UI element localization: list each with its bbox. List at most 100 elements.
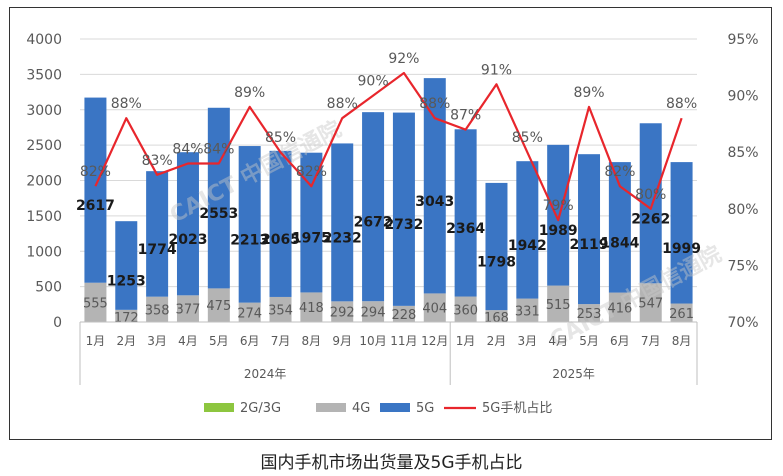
data-label-share: 83% <box>142 153 173 169</box>
y-right-tick-label: 70% <box>727 315 758 331</box>
data-label-share: 85% <box>265 130 296 146</box>
data-label-4g: 168 <box>484 311 509 326</box>
bar-4g <box>331 301 354 322</box>
y-left-tick-label: 1000 <box>26 244 62 260</box>
bar-4g <box>578 304 601 322</box>
legend-5g-share-label: 5G手机占比 <box>482 401 552 416</box>
x-tick-label: 12月 <box>421 334 448 348</box>
bar-5g <box>331 143 354 302</box>
data-label-5g: 1942 <box>508 238 547 254</box>
x-tick-label: 4月 <box>548 334 568 348</box>
x-tick-label: 5月 <box>209 334 229 348</box>
data-label-4g: 261 <box>669 307 694 322</box>
data-label-share: 80% <box>635 187 666 203</box>
data-label-4g: 377 <box>176 303 201 318</box>
y-left-tick-label: 3000 <box>26 103 62 119</box>
legend-2g3g-label: 2G/3G <box>240 401 281 416</box>
x-tick-label: 7月 <box>641 334 661 348</box>
data-label-4g: 228 <box>392 308 417 323</box>
data-label-5g: 1774 <box>138 242 177 258</box>
legend-4g-label: 4G <box>352 401 370 416</box>
bar-4g <box>115 309 138 322</box>
x-tick-label: 3月 <box>518 334 538 348</box>
year-label: 2024年 <box>244 367 287 381</box>
bar-4g <box>146 296 169 322</box>
y-right-tick-label: 85% <box>727 145 758 161</box>
data-label-5g: 2213 <box>230 232 269 248</box>
bar-4g <box>516 298 539 322</box>
data-label-share: 92% <box>388 51 419 67</box>
bar-5g <box>423 78 446 294</box>
data-label-share: 90% <box>358 74 389 90</box>
data-label-4g: 331 <box>515 304 540 319</box>
bar-4g <box>238 302 261 322</box>
data-label-share: 88% <box>327 96 358 112</box>
data-label-4g: 475 <box>206 299 231 314</box>
x-tick-label: 1月 <box>86 334 106 348</box>
data-label-5g: 2364 <box>446 221 485 237</box>
bar-5g <box>84 97 107 283</box>
watermark: CAICT 中国信通院 <box>546 241 726 353</box>
y-right-tick-label: 75% <box>727 258 758 274</box>
y-left-tick-label: 3500 <box>26 67 62 83</box>
bar-4g <box>84 282 107 322</box>
data-label-5g: 1999 <box>662 241 701 257</box>
bar-4g <box>639 283 662 322</box>
bar-5g <box>176 152 199 296</box>
data-label-4g: 253 <box>577 307 602 322</box>
data-label-5g: 2232 <box>323 230 362 246</box>
data-label-4g: 547 <box>638 297 663 312</box>
data-label-4g: 354 <box>268 303 293 318</box>
bar-4g <box>454 296 477 322</box>
y-left-tick-label: 2500 <box>26 138 62 154</box>
y-left-tick-label: 1500 <box>26 209 62 225</box>
x-tick-label: 3月 <box>147 334 167 348</box>
data-label-5g: 1253 <box>107 274 146 290</box>
data-label-share: 82% <box>296 164 327 180</box>
bar-5g <box>392 112 415 306</box>
bar-5g <box>269 150 292 297</box>
bar-5g <box>300 152 323 293</box>
bar-4g <box>392 305 415 322</box>
data-label-share: 79% <box>543 198 574 214</box>
data-label-5g: 2023 <box>168 232 207 248</box>
legend-5g-swatch <box>380 403 410 412</box>
bar-5g <box>608 162 631 293</box>
y-left-tick-label: 2000 <box>26 174 62 190</box>
bar-4g <box>670 303 693 322</box>
legend-5g-label: 5G <box>416 401 434 416</box>
x-tick-label: 1月 <box>456 334 476 348</box>
x-tick-label: 10月 <box>359 334 386 348</box>
year-label: 2025年 <box>552 367 595 381</box>
legend-2g3g-swatch <box>204 403 234 412</box>
data-label-share: 89% <box>234 85 265 101</box>
x-tick-label: 6月 <box>610 334 630 348</box>
data-label-5g: 2617 <box>76 198 115 214</box>
data-label-4g: 418 <box>299 301 324 316</box>
series-line-5g-share <box>94 71 683 222</box>
data-label-4g: 172 <box>114 311 139 326</box>
bar-5g <box>578 154 601 305</box>
data-label-5g: 1798 <box>477 255 516 271</box>
bar-5g <box>516 161 539 299</box>
data-label-4g: 358 <box>145 303 170 318</box>
x-tick-label: 9月 <box>332 334 352 348</box>
data-label-share: 91% <box>481 62 512 78</box>
data-label-4g: 515 <box>546 298 571 313</box>
bar-4g <box>207 288 230 322</box>
bar-4g <box>485 310 508 322</box>
bar-4g <box>362 301 385 322</box>
data-label-5g: 2065 <box>261 232 300 248</box>
bar-5g <box>115 221 138 310</box>
data-label-5g: 3043 <box>415 194 454 210</box>
bar-5g <box>485 182 508 311</box>
data-label-share: 84% <box>203 142 234 158</box>
data-label-share: 88% <box>419 96 450 112</box>
data-label-share: 82% <box>80 164 111 180</box>
y-right-tick-label: 90% <box>727 89 758 105</box>
x-tick-label: 7月 <box>271 334 291 348</box>
bar-5g <box>639 123 662 284</box>
data-label-share: 89% <box>573 85 604 101</box>
data-label-4g: 404 <box>422 302 447 317</box>
data-label-4g: 555 <box>83 296 108 311</box>
